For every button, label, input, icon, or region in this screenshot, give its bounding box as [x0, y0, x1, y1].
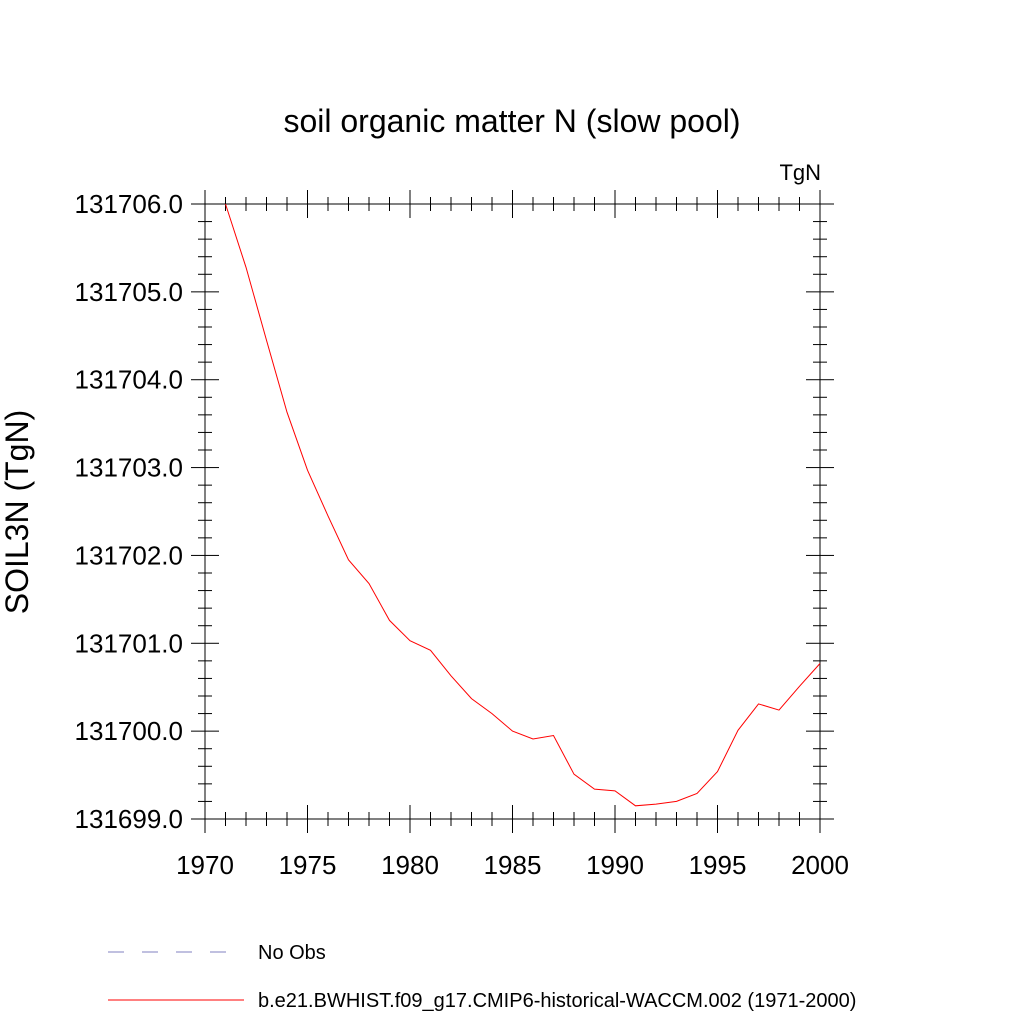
x-tick-label: 1980	[381, 850, 439, 880]
y-axis-label: SOIL3N (TgN)	[0, 410, 35, 614]
y-tick-label: 131703.0	[75, 453, 183, 483]
y-tick-label: 131704.0	[75, 365, 183, 395]
x-tick-label: 2000	[791, 850, 849, 880]
x-tick-label: 1970	[176, 850, 234, 880]
x-tick-label: 1985	[484, 850, 542, 880]
x-tick-label: 1990	[586, 850, 644, 880]
y-tick-label: 131700.0	[75, 716, 183, 746]
plot-frame	[204, 203, 821, 820]
y-tick-label: 131705.0	[75, 277, 183, 307]
x-tick-labels: 1970 1975 1980 1985 1990 1995 2000	[176, 850, 849, 880]
legend-label: No Obs	[258, 942, 326, 964]
y-tick-labels: 131699.0 131700.0 131701.0 131702.0 131703.0…	[75, 189, 183, 834]
series-group	[225, 203, 821, 807]
y-tick-label: 131699.0	[75, 804, 183, 834]
axis-ticks	[191, 190, 834, 833]
series-line	[225, 203, 821, 807]
legend-label: b.e21.BWHIST.f09_g17.CMIP6-historical-WA…	[258, 990, 856, 1012]
legend: No Obs b.e21.BWHIST.f09_g17.CMIP6-histori…	[108, 942, 856, 1012]
y-tick-label: 131706.0	[75, 189, 183, 219]
x-tick-label: 1995	[689, 850, 747, 880]
x-tick-label: 1975	[279, 850, 337, 880]
units-label: TgN	[779, 160, 821, 185]
y-tick-label: 131701.0	[75, 628, 183, 658]
chart-title: soil organic matter N (slow pool)	[283, 103, 740, 139]
y-tick-label: 131702.0	[75, 540, 183, 570]
